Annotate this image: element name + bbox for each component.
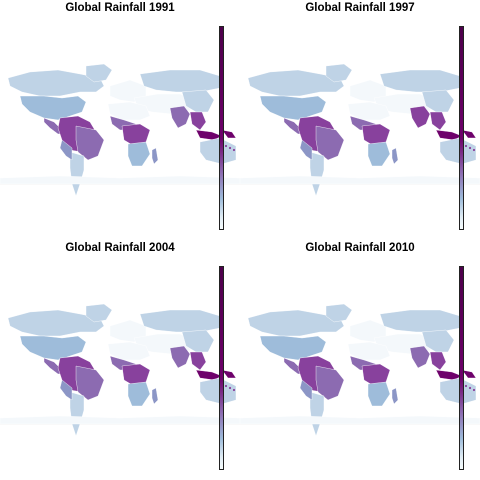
region-australia	[199, 137, 237, 165]
island-marker	[468, 146, 472, 150]
map-title: Global Rainfall 2004	[65, 242, 175, 254]
island-marker	[464, 144, 468, 148]
island-marker	[468, 386, 472, 390]
region-china	[421, 329, 455, 353]
region-north-america-north	[7, 309, 105, 337]
region-madagascar	[391, 387, 399, 405]
region-north-america-north	[247, 309, 345, 337]
region-north-africa	[347, 341, 391, 361]
island-marker	[228, 386, 232, 390]
legend-color-bar	[219, 26, 224, 230]
region-new-guinea	[221, 369, 237, 379]
region-southern-africa	[367, 381, 391, 407]
region-indonesia	[435, 369, 463, 381]
region-china	[181, 329, 215, 353]
region-southern-africa	[127, 381, 151, 407]
region-indonesia	[195, 369, 223, 381]
region-madagascar	[151, 387, 159, 405]
region-north-africa	[107, 341, 151, 361]
region-south-asia	[409, 105, 431, 129]
region-usa-canada-south	[259, 335, 327, 361]
region-south-asia	[409, 345, 431, 369]
region-russia	[379, 309, 461, 333]
legend-color-bar	[219, 266, 224, 470]
region-usa-canada-south	[19, 95, 87, 121]
region-south-asia	[169, 105, 191, 129]
region-southeast-asia	[189, 111, 207, 131]
legend-color-bar	[459, 26, 464, 230]
region-peru-bolivia	[299, 379, 313, 401]
region-australia	[439, 137, 477, 165]
region-southeast-asia	[429, 111, 447, 131]
region-greenland	[325, 303, 353, 323]
map-title: Global Rainfall 2010	[305, 242, 415, 254]
region-indonesia	[195, 129, 223, 141]
region-brazil	[75, 365, 105, 401]
region-china	[421, 89, 455, 113]
region-greenland	[325, 63, 353, 83]
region-southeast-asia	[189, 351, 207, 371]
region-greenland	[85, 63, 113, 83]
region-usa-canada-south	[19, 335, 87, 361]
legend-color-bar	[459, 266, 464, 470]
region-north-america-north	[247, 69, 345, 97]
region-antarctica	[0, 415, 240, 425]
region-south-asia	[169, 345, 191, 369]
island-marker	[464, 384, 468, 388]
island-marker	[232, 388, 236, 392]
region-north-africa	[107, 101, 151, 121]
region-south-america-south	[309, 391, 325, 437]
world-map	[240, 63, 480, 197]
region-brazil	[315, 365, 345, 401]
island-marker	[228, 146, 232, 150]
map-title: Global Rainfall 1997	[305, 2, 415, 14]
world-map	[0, 63, 240, 197]
region-south-america-south	[69, 391, 85, 437]
region-russia	[139, 69, 221, 93]
region-southern-africa	[127, 141, 151, 167]
region-south-america-south	[309, 151, 325, 197]
map-panel-3: Global Rainfall 2004	[0, 240, 240, 480]
region-russia	[139, 309, 221, 333]
region-north-africa	[347, 101, 391, 121]
world-map	[240, 303, 480, 437]
region-australia	[439, 377, 477, 405]
region-russia	[379, 69, 461, 93]
region-antarctica	[0, 175, 240, 185]
map-panel-2: Global Rainfall 1997	[240, 0, 480, 240]
region-new-guinea	[221, 129, 237, 139]
map-panel-1: Global Rainfall 1991	[0, 0, 240, 240]
region-southern-africa	[367, 141, 391, 167]
region-new-guinea	[461, 129, 477, 139]
region-peru-bolivia	[59, 139, 73, 161]
island-marker	[232, 148, 236, 152]
region-antarctica	[240, 175, 480, 185]
region-madagascar	[151, 147, 159, 165]
region-indonesia	[435, 129, 463, 141]
island-marker	[472, 388, 476, 392]
map-title: Global Rainfall 1991	[65, 2, 175, 14]
island-marker	[224, 144, 228, 148]
region-peru-bolivia	[59, 379, 73, 401]
island-marker	[224, 384, 228, 388]
region-new-guinea	[461, 369, 477, 379]
region-antarctica	[240, 415, 480, 425]
region-australia	[199, 377, 237, 405]
region-china	[181, 89, 215, 113]
region-greenland	[85, 303, 113, 323]
region-brazil	[75, 125, 105, 161]
region-brazil	[315, 125, 345, 161]
region-south-america-south	[69, 151, 85, 197]
region-madagascar	[391, 147, 399, 165]
region-usa-canada-south	[259, 95, 327, 121]
world-map	[0, 303, 240, 437]
region-peru-bolivia	[299, 139, 313, 161]
island-marker	[472, 148, 476, 152]
region-north-america-north	[7, 69, 105, 97]
map-panel-4: Global Rainfall 2010	[240, 240, 480, 480]
region-southeast-asia	[429, 351, 447, 371]
